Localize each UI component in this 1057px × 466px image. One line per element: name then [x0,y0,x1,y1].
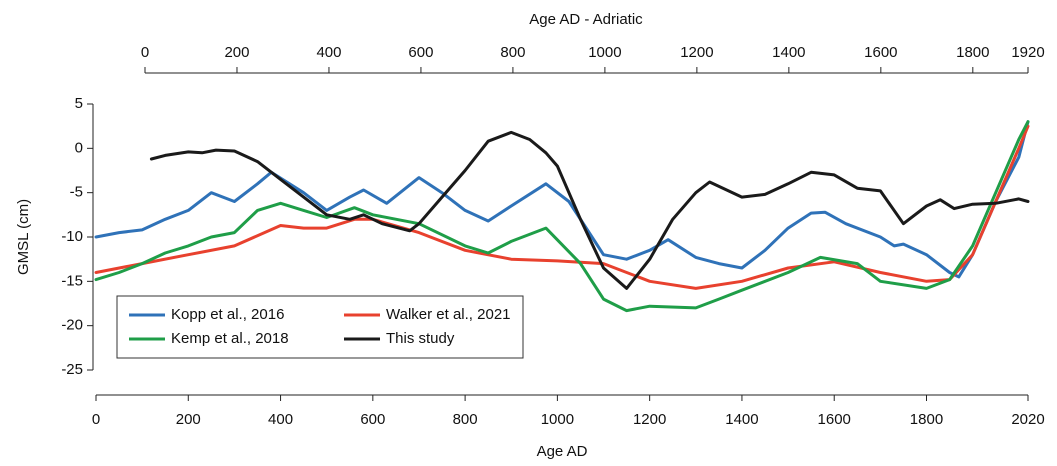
y-tick-label: -15 [61,272,83,289]
y-tick-label: 0 [75,139,83,156]
top-tick-label: 1920 [1011,44,1044,61]
y-tick-label: -10 [61,228,83,245]
x-tick-label: 600 [360,411,385,428]
x-tick-label: 1800 [910,411,943,428]
x-tick-label: 1400 [725,411,758,428]
x-tick-label: 800 [453,411,478,428]
legend-label: Kopp et al., 2016 [171,306,284,323]
series-line [149,130,1030,290]
y-tick-label: -20 [61,317,83,334]
top-tick-label: 1400 [772,44,805,61]
y-axis-title: GMSL (cm) [15,199,32,275]
top-tick-label: 0 [141,44,149,61]
top-axis-title: Age AD - Adriatic [529,11,643,28]
x-tick-label: 1000 [541,411,574,428]
legend-label: Walker et al., 2021 [386,306,511,323]
top-tick-label: 800 [500,44,525,61]
legend-label: This study [386,330,455,347]
series-line [94,120,1030,279]
top-tick-label: 400 [316,44,341,61]
x-tick-label: 2020 [1011,411,1044,428]
y-tick-label: -25 [61,361,83,378]
top-tick-label: 200 [224,44,249,61]
x-axis-title: Age AD [537,443,588,460]
x-tick-label: 0 [92,411,100,428]
y-tick-label: -5 [70,184,83,201]
x-tick-label: 1600 [818,411,851,428]
x-tick-label: 400 [268,411,293,428]
x-tick-label: 200 [176,411,201,428]
legend-label: Kemp et al., 2018 [171,330,289,347]
top-tick-label: 1600 [864,44,897,61]
y-tick-label: 5 [75,95,83,112]
series-line [94,120,1030,313]
x-tick-label: 1200 [633,411,666,428]
top-tick-label: 1800 [956,44,989,61]
legend-box [116,295,524,359]
top-tick-label: 1200 [680,44,713,61]
top-tick-label: 1000 [588,44,621,61]
top-tick-label: 600 [408,44,433,61]
